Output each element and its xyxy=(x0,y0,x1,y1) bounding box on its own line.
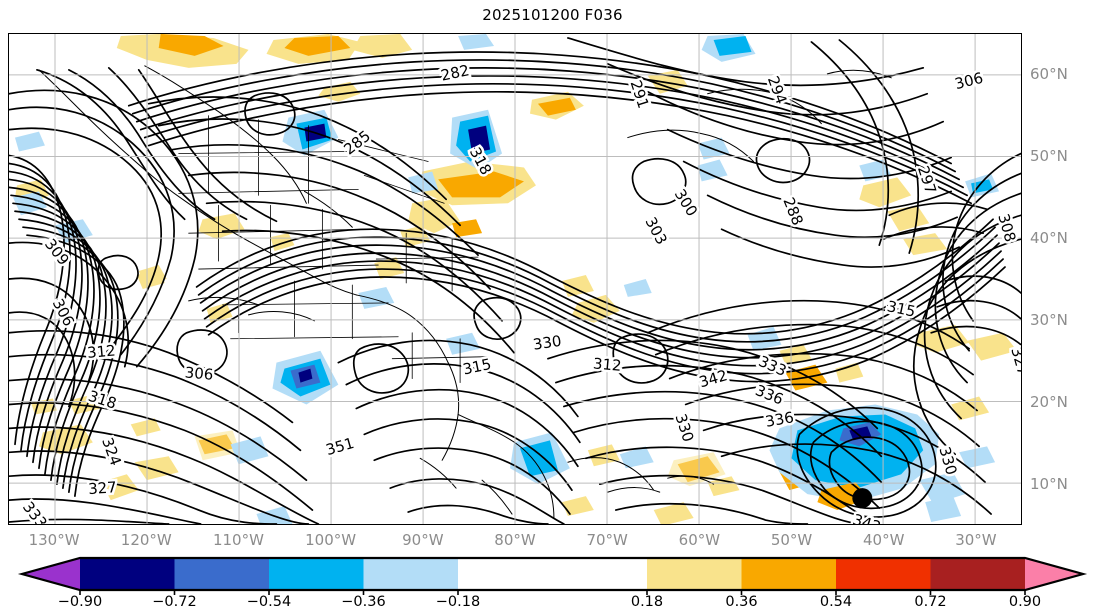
colorbar[interactable]: −0.90 −0.72 −0.54 −0.36 −0.18 0.18 0.36 0.54 0.7… xyxy=(0,556,1105,615)
colorbar-segment-0 xyxy=(22,558,80,590)
contour-label-22: 327 xyxy=(88,478,118,498)
figure-title: 2025101200 F036 xyxy=(482,6,623,24)
lon-tick-label-3: 100°W xyxy=(305,531,357,549)
colorbar-tick-label-8: 0.72 xyxy=(914,594,947,610)
colorbar-segment-3 xyxy=(269,558,364,590)
colorbar-canvas[interactable] xyxy=(0,556,1105,596)
colorbar-tick-label-7: 0.54 xyxy=(819,594,853,610)
contour-label-halo: 327 xyxy=(88,478,118,498)
contour-label-19: 312 xyxy=(592,354,622,374)
colorbar-segment-8 xyxy=(836,558,931,590)
lon-tick-label-10: 30°W xyxy=(955,531,997,549)
colorbar-segment-2 xyxy=(174,558,269,590)
lon-tick-label-1: 120°W xyxy=(120,531,172,549)
lat-tick-label-0: 10°N xyxy=(1030,475,1068,493)
lon-tick-label-5: 80°W xyxy=(494,531,536,549)
colorbar-tick-label-6: 0.36 xyxy=(725,594,758,610)
map-panel[interactable]: 282 282 285 285 291 291 288 288 294 294 297 297 300 3… xyxy=(8,33,1022,525)
lon-tick-label-2: 110°W xyxy=(212,531,264,549)
map-canvas[interactable]: 2822822852852912912882882942942972973003… xyxy=(9,34,1021,524)
colorbar-segment-7 xyxy=(741,558,836,590)
colorbar-tick-label-5: 0.18 xyxy=(630,594,664,610)
colorbar-tick-label-4: −0.18 xyxy=(435,594,481,610)
colorbar-segment-9 xyxy=(930,558,1025,590)
contour-label-12: 312 xyxy=(86,342,116,362)
lat-tick-label-3: 40°N xyxy=(1030,229,1068,247)
colorbar-tick-label-3: −0.36 xyxy=(341,594,386,610)
contour-label-17: 315 xyxy=(885,297,917,321)
contour-label-18: 330 xyxy=(532,332,563,354)
lat-tick-label-2: 30°N xyxy=(1030,311,1068,329)
colorbar-tick-label-9: 0.90 xyxy=(1008,594,1042,610)
contour-label-27: 336 xyxy=(764,408,795,431)
lat-tick-label-1: 20°N xyxy=(1030,393,1068,411)
colorbar-segment-1 xyxy=(80,558,175,590)
cyclone-position-marker xyxy=(852,488,873,509)
colorbar-tick-label-2: −0.54 xyxy=(246,594,292,610)
colorbar-segments xyxy=(22,558,1083,590)
colorbar-segment-10 xyxy=(1025,558,1083,590)
lon-tick-label-6: 70°W xyxy=(586,531,628,549)
contour-label-16: 315 xyxy=(461,355,493,379)
lon-tick-label-4: 90°W xyxy=(402,531,444,549)
lon-tick-label-9: 40°W xyxy=(863,531,905,549)
colorbar-segment-6 xyxy=(647,558,742,590)
contour-label-halo: 306 xyxy=(184,363,214,383)
colorbar-tick-label-0: −0.90 xyxy=(57,594,103,610)
contour-label-13: 306 xyxy=(184,363,214,383)
colorbar-tick-label-1: −0.72 xyxy=(152,594,197,610)
colorbar-segment-5 xyxy=(458,558,647,590)
contour-line-layer xyxy=(9,37,1021,524)
lon-tick-label-0: 130°W xyxy=(28,531,80,549)
lat-tick-label-4: 50°N xyxy=(1030,147,1068,165)
contour-label-24: 342 xyxy=(71,522,99,524)
colorbar-ticks xyxy=(79,590,1026,595)
lon-tick-label-7: 60°W xyxy=(678,531,721,549)
contour-label-0: 282 xyxy=(439,61,471,85)
lon-tick-label-8: 50°W xyxy=(770,531,813,549)
lat-tick-label-5: 60°N xyxy=(1030,65,1068,83)
colorbar-segment-4 xyxy=(363,558,458,590)
gridline-layer xyxy=(9,34,1021,524)
